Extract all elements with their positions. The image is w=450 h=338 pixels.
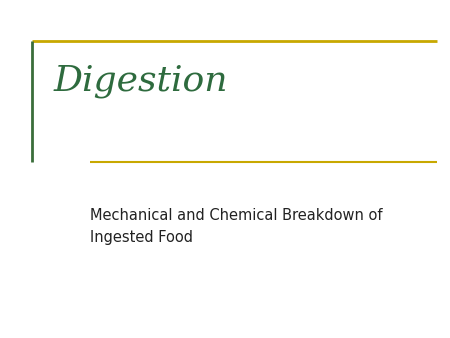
Text: Mechanical and Chemical Breakdown of
Ingested Food: Mechanical and Chemical Breakdown of Ing… [90, 208, 382, 245]
Text: Digestion: Digestion [54, 64, 229, 98]
